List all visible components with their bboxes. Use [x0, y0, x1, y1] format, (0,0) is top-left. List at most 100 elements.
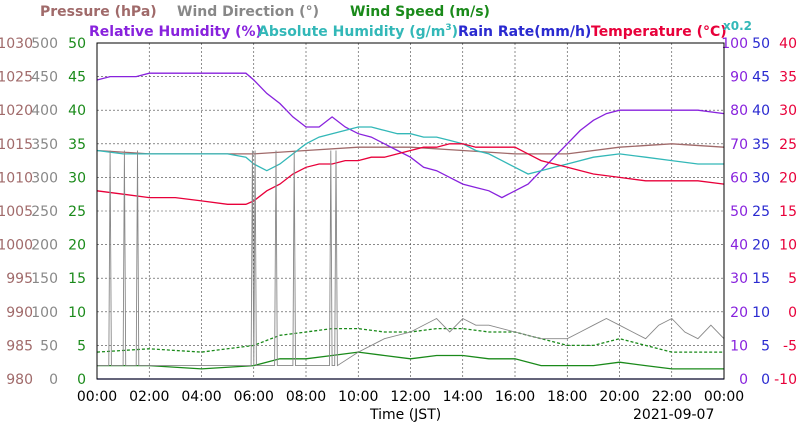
x-tick-label: 12:00 [390, 389, 430, 405]
y-tick-label-temperature: 0 [788, 305, 797, 321]
y-tick-label-wind-direction: 500 [31, 36, 58, 52]
x-tick-label: 18:00 [547, 389, 587, 405]
y-tick-label-temperature: 40 [779, 36, 797, 52]
y-tick-label-wind-direction: 50 [40, 338, 58, 354]
y-tick-label-pressure: 990 [6, 305, 33, 321]
x-tick-label: 10:00 [338, 389, 378, 405]
series-relative-humidity [96, 72, 725, 199]
series-wind-speed-gust-m-s [96, 327, 724, 353]
y-tick-label-relative-humidity: 30 [730, 271, 748, 287]
title-temperature: Temperature (°C) [591, 24, 727, 40]
y-tick-label-pressure: 1020 [0, 103, 33, 119]
y-tick-label-wind-speed: 0 [77, 372, 86, 388]
x-tick-label: 22:00 [652, 389, 692, 405]
tick-labels: 00:00 02:00 04:00 06:00 08:00 10:00 12:00 14:00… [0, 36, 797, 405]
y-tick-label-pressure: 1025 [0, 70, 33, 86]
series-wind-speed-m-s [97, 351, 724, 370]
x-tick-label: 00:00 [704, 389, 744, 405]
plot-frame [96, 42, 725, 380]
y-tick-label-wind-speed: 45 [68, 70, 86, 86]
y-tick-label-temperature: -5 [783, 338, 797, 354]
title-absolute-humidity-main: Absolute Humidity (g/m [258, 24, 445, 40]
x-tick-label: 14:00 [443, 389, 483, 405]
y-tick-label-temperature: -10 [774, 372, 797, 388]
y-tick-label-pressure: 995 [6, 271, 33, 287]
y-tick-label-rain-rate: 25 [752, 204, 770, 220]
y-tick-label-rain-rate: 50 [752, 36, 770, 52]
y-tick-label-wind-direction: 400 [31, 103, 58, 119]
y-tick-label-rain-rate: 30 [752, 170, 770, 186]
y-tick-label-wind-direction: 200 [31, 238, 58, 254]
y-tick-label-rain-rate: 5 [761, 338, 770, 354]
y-tick-label-rain-rate: 35 [752, 137, 770, 153]
x-tick-label: 02:00 [129, 389, 169, 405]
y-tick-label-wind-direction: 150 [31, 271, 58, 287]
y-tick-label-pressure: 1000 [0, 238, 33, 254]
y-tick-label-temperature: 10 [779, 238, 797, 254]
y-tick-label-wind-direction: 0 [49, 372, 58, 388]
y-tick-label-wind-direction: 100 [31, 305, 58, 321]
y-tick-label-wind-speed: 35 [68, 137, 86, 153]
y-tick-label-rain-rate: 0 [761, 372, 770, 388]
y-tick-label-rain-rate: 20 [752, 238, 770, 254]
y-tick-label-relative-humidity: 70 [730, 137, 748, 153]
y-tick-label-rain-rate: 45 [752, 70, 770, 86]
y-tick-label-relative-humidity: 10 [730, 338, 748, 354]
y-tick-label-rain-rate: 15 [752, 271, 770, 287]
y-tick-label-pressure: 1005 [0, 204, 33, 220]
y-tick-label-temperature: 35 [779, 70, 797, 86]
y-tick-label-temperature: 25 [779, 137, 797, 153]
series-absolute-humidity-g-m3 [96, 126, 724, 175]
x-tick-label: 06:00 [234, 389, 274, 405]
y-tick-label-relative-humidity: 60 [730, 170, 748, 186]
y-tick-label-wind-speed: 5 [77, 338, 86, 354]
y-tick-label-pressure: 1010 [0, 170, 33, 186]
title-relative-humidity: Relative Humidity (%) [89, 24, 262, 40]
title-wind-direction: Wind Direction (°) [177, 4, 319, 20]
y-tick-label-wind-speed: 25 [68, 204, 86, 220]
y-tick-label-rain-rate: 40 [752, 103, 770, 119]
y-tick-label-temperature: 20 [779, 170, 797, 186]
title-absolute-humidity-close: ) [452, 24, 458, 40]
title-rain-rate: Rain Rate(mm/h) [458, 24, 591, 40]
y-tick-label-relative-humidity: 0 [739, 372, 748, 388]
y-tick-label-wind-speed: 40 [68, 103, 86, 119]
grid [97, 43, 724, 379]
title-wind-speed: Wind Speed (m/s) [350, 4, 490, 20]
y-tick-label-relative-humidity: 100 [721, 36, 748, 52]
x-axis-label: Time (JST) [369, 407, 441, 423]
y-tick-label-wind-direction: 350 [31, 137, 58, 153]
x-tick-label: 16:00 [495, 389, 535, 405]
y-tick-label-rain-rate: 10 [752, 305, 770, 321]
y-tick-label-temperature: 30 [779, 103, 797, 119]
y-tick-label-pressure: 980 [6, 372, 33, 388]
chart-date: 2021-09-07 [633, 407, 714, 423]
y-tick-label-temperature: 5 [788, 271, 797, 287]
y-tick-label-wind-speed: 50 [68, 36, 86, 52]
y-tick-label-relative-humidity: 90 [730, 70, 748, 86]
y-tick-label-pressure: 1030 [0, 36, 33, 52]
x-tick-label: 04:00 [181, 389, 221, 405]
x-tick-label: 00:00 [77, 389, 117, 405]
y-tick-label-wind-speed: 20 [68, 238, 86, 254]
y-tick-label-wind-speed: 30 [68, 170, 86, 186]
y-tick-label-relative-humidity: 40 [730, 238, 748, 254]
y-tick-label-relative-humidity: 50 [730, 204, 748, 220]
title-x-scale: x0.2 [723, 19, 752, 33]
x-tick-label: 20:00 [599, 389, 639, 405]
series-wind-direction [97, 150, 725, 367]
y-tick-label-wind-speed: 15 [68, 271, 86, 287]
title-pressure: Pressure (hPa) [40, 4, 157, 20]
y-tick-label-temperature: 15 [779, 204, 797, 220]
y-tick-label-relative-humidity: 80 [730, 103, 748, 119]
y-tick-label-wind-direction: 300 [31, 170, 58, 186]
title-absolute-humidity-sup: 3 [445, 23, 451, 33]
y-tick-label-wind-direction: 250 [31, 204, 58, 220]
y-tick-label-relative-humidity: 20 [730, 305, 748, 321]
x-tick-label: 08:00 [286, 389, 326, 405]
series-temperature-c [96, 143, 725, 205]
y-tick-label-pressure: 985 [6, 338, 33, 354]
y-tick-label-wind-direction: 450 [31, 70, 58, 86]
title-absolute-humidity: Absolute Humidity (g/m3) [258, 23, 458, 40]
